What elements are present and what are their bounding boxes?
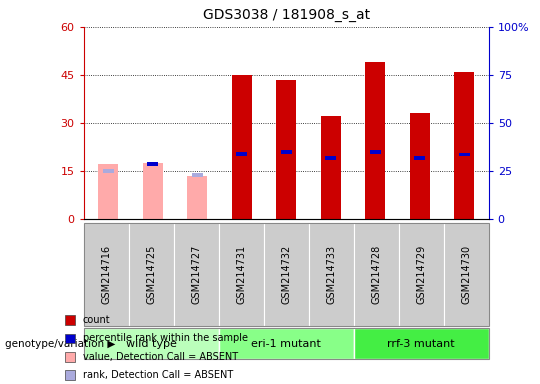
Text: GSM214716: GSM214716 bbox=[101, 245, 111, 304]
Text: GSM214727: GSM214727 bbox=[191, 245, 201, 304]
Bar bbox=[236, 152, 247, 156]
Text: percentile rank within the sample: percentile rank within the sample bbox=[83, 333, 248, 343]
Text: GSM214730: GSM214730 bbox=[461, 245, 471, 304]
Text: count: count bbox=[83, 315, 110, 325]
Text: value, Detection Call = ABSENT: value, Detection Call = ABSENT bbox=[83, 352, 238, 362]
Bar bbox=[454, 72, 474, 219]
Bar bbox=[103, 169, 114, 173]
Bar bbox=[321, 116, 341, 219]
Text: rank, Detection Call = ABSENT: rank, Detection Call = ABSENT bbox=[83, 370, 233, 380]
Bar bbox=[276, 79, 296, 219]
Bar bbox=[143, 163, 163, 219]
Title: GDS3038 / 181908_s_at: GDS3038 / 181908_s_at bbox=[202, 8, 370, 22]
Bar bbox=[187, 176, 207, 219]
Text: GSM214732: GSM214732 bbox=[281, 245, 291, 304]
Text: wild type: wild type bbox=[126, 339, 177, 349]
Bar bbox=[365, 62, 385, 219]
Text: GSM214731: GSM214731 bbox=[236, 245, 246, 304]
Bar bbox=[325, 157, 336, 161]
Text: rrf-3 mutant: rrf-3 mutant bbox=[387, 339, 455, 349]
Bar bbox=[281, 150, 292, 154]
Bar bbox=[98, 164, 118, 219]
Bar bbox=[414, 157, 425, 161]
Text: GSM214725: GSM214725 bbox=[146, 245, 156, 304]
Bar bbox=[370, 150, 381, 154]
Bar bbox=[232, 75, 252, 219]
Bar bbox=[192, 173, 202, 177]
Text: GSM214728: GSM214728 bbox=[371, 245, 381, 304]
Text: GSM214733: GSM214733 bbox=[326, 245, 336, 304]
Bar bbox=[410, 113, 430, 219]
Text: eri-1 mutant: eri-1 mutant bbox=[251, 339, 321, 349]
Bar bbox=[458, 152, 470, 157]
Text: genotype/variation ▶: genotype/variation ▶ bbox=[5, 339, 116, 349]
Bar bbox=[147, 162, 158, 166]
Text: GSM214729: GSM214729 bbox=[416, 245, 426, 304]
